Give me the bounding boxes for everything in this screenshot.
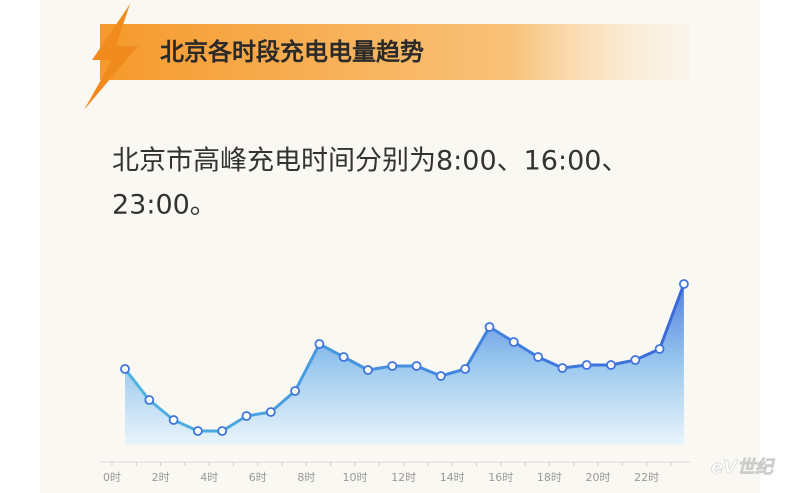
watermark: eV世纪 bbox=[711, 457, 776, 478]
chart-title: 北京各时段充电电量趋势 bbox=[160, 38, 424, 66]
point bbox=[265, 407, 276, 417]
x-tick-label: 14时 bbox=[440, 471, 465, 484]
x-tick-label: 2时 bbox=[152, 471, 170, 484]
point bbox=[411, 361, 422, 371]
point bbox=[217, 426, 228, 436]
x-tick-label: 10时 bbox=[343, 471, 368, 484]
x-tick-label: 20时 bbox=[586, 471, 611, 484]
x-tick-label: 16时 bbox=[488, 471, 513, 484]
point bbox=[484, 322, 495, 332]
point bbox=[435, 371, 446, 381]
point bbox=[363, 365, 373, 375]
point bbox=[606, 360, 616, 370]
subtitle: 北京市高峰充电时间分别为8:00、16:00、 bbox=[112, 146, 628, 177]
title-banner bbox=[100, 24, 690, 80]
point bbox=[679, 279, 689, 289]
lightning-icon bbox=[84, 4, 138, 110]
x-tick-label: 6时 bbox=[249, 471, 267, 484]
subtitle: 23:00。 bbox=[112, 190, 217, 221]
point bbox=[387, 361, 398, 371]
x-tick-label: 18时 bbox=[537, 471, 562, 484]
x-tick-label: 4时 bbox=[200, 471, 218, 484]
point bbox=[168, 415, 179, 425]
point bbox=[533, 352, 543, 362]
point bbox=[581, 360, 592, 370]
point bbox=[654, 344, 665, 354]
point bbox=[508, 337, 519, 347]
point bbox=[460, 364, 471, 374]
point bbox=[630, 355, 641, 365]
point bbox=[557, 363, 568, 373]
x-tick-label: 0时 bbox=[103, 471, 121, 484]
x-tick-label: 8时 bbox=[297, 471, 315, 484]
x-tick-label: 22时 bbox=[634, 471, 659, 484]
point bbox=[192, 426, 203, 436]
point bbox=[314, 339, 325, 349]
area bbox=[125, 284, 684, 445]
point bbox=[290, 386, 301, 396]
point bbox=[120, 364, 130, 374]
point bbox=[338, 352, 349, 362]
point bbox=[241, 411, 252, 421]
x-tick-label: 12时 bbox=[391, 471, 416, 484]
point bbox=[144, 395, 155, 405]
